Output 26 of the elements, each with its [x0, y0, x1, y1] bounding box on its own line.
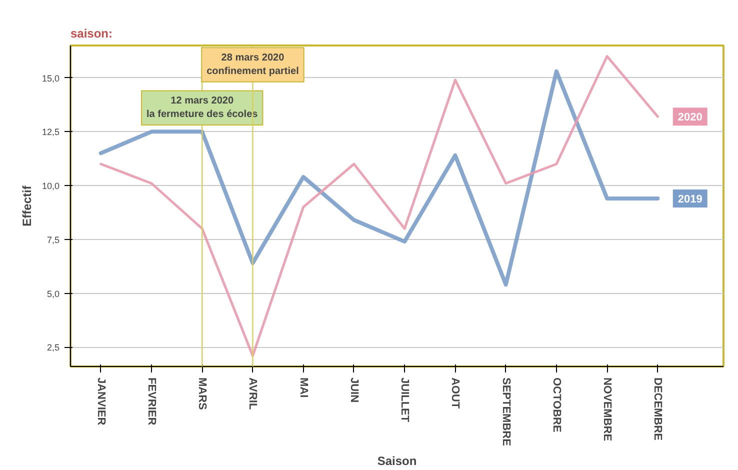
x-tick-label: AVRIL	[246, 378, 259, 410]
x-tick-label: JUIN	[348, 378, 360, 403]
x-tick-label: JUILLET	[398, 378, 411, 422]
ref-line-label: 12 mars 2020 la fermeture des écoles	[146, 96, 258, 120]
x-tick-label: OCTOBRE	[550, 378, 562, 432]
y-tick-label: 12,5	[42, 127, 60, 138]
x-tick-label: SEPTEMBRE	[500, 378, 512, 446]
x-tick-label: AOUT	[449, 378, 462, 409]
y-tick-label: 10,0	[42, 181, 60, 192]
x-axis-title: Saison	[377, 454, 417, 468]
x-tick-label: MARS	[196, 378, 208, 410]
x-tick-label: DECEMBRE	[652, 378, 664, 440]
ref-line-label: 28 mars 2020 confinement partiel	[206, 52, 300, 77]
x-tick-label: FEVRIER	[145, 378, 158, 426]
series-label: 2019	[678, 193, 702, 206]
x-tick-label: JANVIER	[94, 378, 107, 426]
x-tick-label: MAI	[297, 378, 310, 398]
y-axis-title: Effectif	[20, 184, 34, 226]
y-tick-label: 15,0	[42, 73, 60, 84]
line-series	[100, 55, 659, 357]
y-tick-label: 5,0	[46, 288, 60, 299]
chart-title: saison:	[70, 26, 113, 40]
y-tick-label: 7,5	[46, 234, 60, 245]
y-tick-label: 2,5	[46, 342, 60, 353]
series-label: 2020	[678, 112, 702, 124]
x-tick-label: NOVEMBRE	[601, 378, 614, 442]
